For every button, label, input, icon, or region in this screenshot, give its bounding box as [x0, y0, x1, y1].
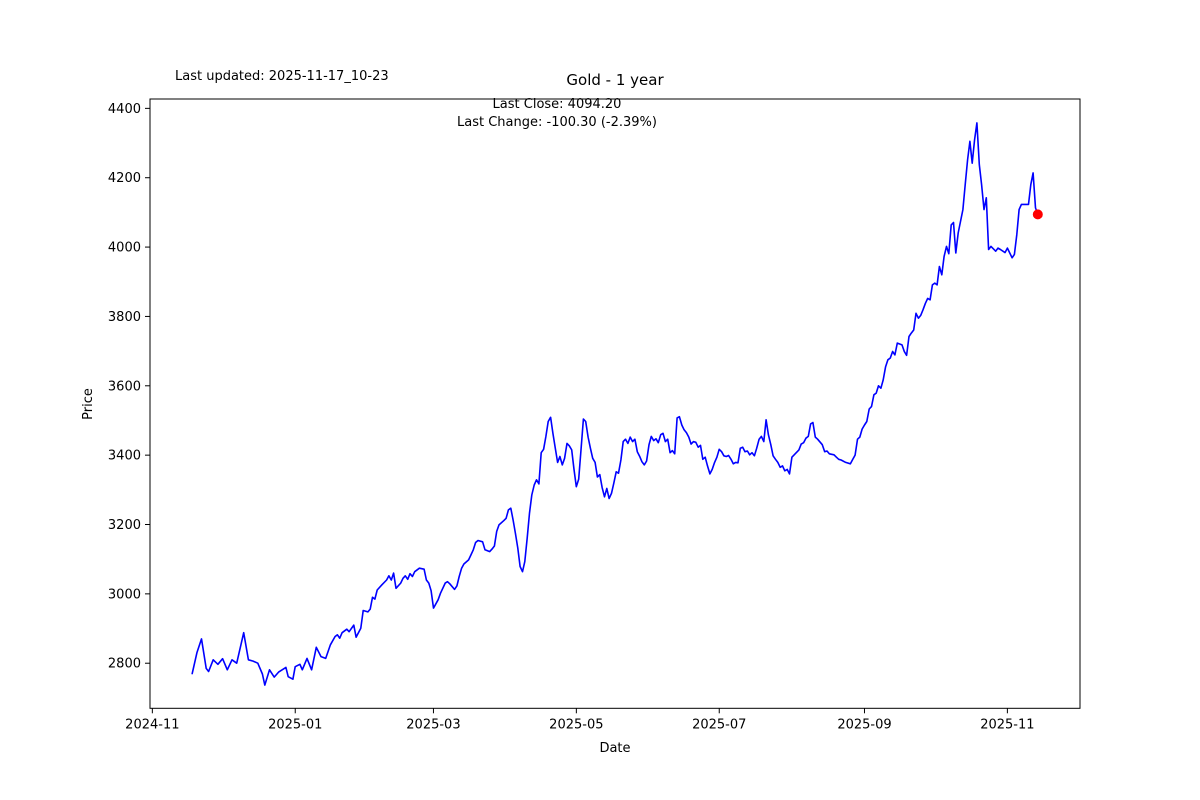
price-line: [191, 122, 1039, 686]
last-change-text: Last Change: -100.30 (-2.39%): [457, 114, 657, 130]
last-updated-text: Last updated: 2025-11-17_10-23: [175, 69, 389, 84]
x-tick-label: 2025-01: [268, 717, 322, 732]
y-tick-label: 3400: [108, 449, 141, 464]
y-tick-label: 4400: [108, 102, 141, 117]
last-price-marker: [1032, 209, 1043, 220]
y-tick-label: 3800: [108, 310, 141, 325]
y-axis-label: Price: [81, 388, 96, 420]
y-tick-label: 3600: [108, 379, 141, 394]
x-tick-label: 2025-11: [980, 717, 1034, 732]
x-tick-label: 2025-07: [692, 717, 746, 732]
x-tick-label: 2025-09: [837, 717, 891, 732]
y-tick-label: 3200: [108, 518, 141, 533]
last-close-annotation: Last Close: 4094.20 Last Change: -100.30…: [457, 96, 657, 131]
last-close-text: Last Close: 4094.20: [492, 97, 622, 112]
plot-border: [149, 98, 1081, 709]
chart-title: Gold - 1 year: [566, 71, 664, 89]
y-tick-label: 4200: [108, 171, 141, 186]
y-tick-label: 4000: [108, 241, 141, 256]
x-axis-label: Date: [599, 741, 630, 756]
y-tick-label: 2800: [108, 657, 141, 672]
x-tick-label: 2025-05: [549, 717, 603, 732]
x-tick-label: 2025-03: [406, 717, 460, 732]
x-tick-label: 2024-11: [125, 717, 179, 732]
y-tick-label: 3000: [108, 587, 141, 602]
